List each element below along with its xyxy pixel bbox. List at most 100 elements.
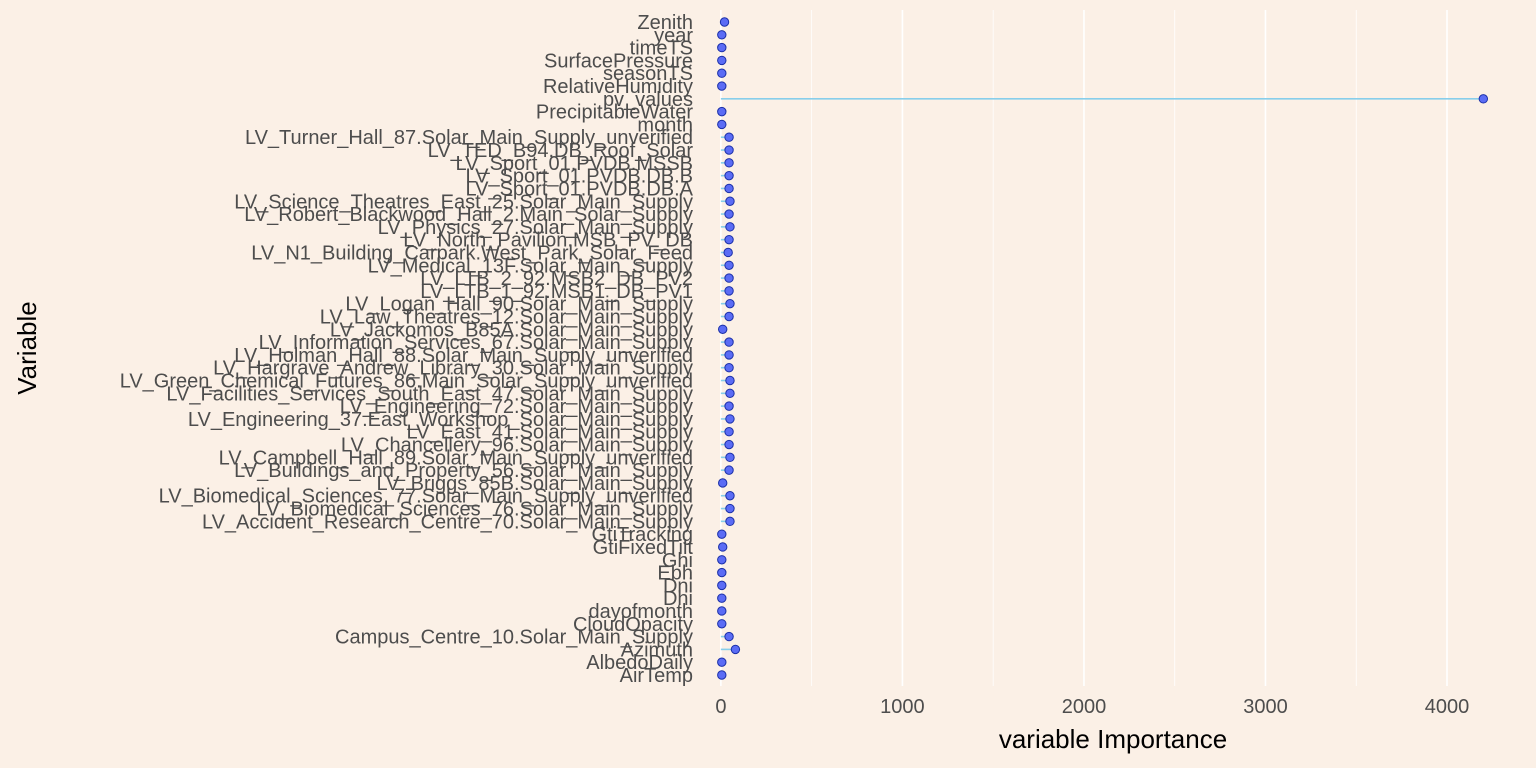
- y-tick-label-14: LV_Science_Theatres_East_25.Solar_Main_S…: [234, 191, 693, 213]
- point-33: [724, 439, 734, 450]
- point-27: [724, 363, 734, 373]
- y-tick-label-30: LV_Engineering_72.Solar_Main_Supply: [340, 396, 693, 418]
- y-tick-label-4: seasonTS: [603, 63, 693, 85]
- y-tick-label-6: pv_values: [603, 89, 693, 111]
- y-tick-label-0: Zenith: [637, 12, 693, 34]
- point-26: [724, 350, 734, 360]
- y-tick-label-27: LV_Hargrave_Andrew_Library_30.Solar_Main…: [213, 358, 693, 380]
- y-tick-label-16: LV_Physics_27.Solar_Main_Supply: [378, 217, 693, 239]
- y-tick-label-22: LV_Logan_Hall_90.Solar_Main_Supply: [345, 294, 693, 316]
- point-43: [717, 567, 727, 578]
- point-17: [724, 234, 734, 245]
- y-tick-label-13: LV_Sport_01.PVDB.DB.A: [465, 178, 693, 200]
- y-tick-label-11: LV_Sport_01.PVDB.MSSB: [455, 153, 693, 175]
- point-8: [717, 119, 727, 130]
- y-tick-label-26: LV_Holman_Hall_88.Solar_Main_Supply_unve…: [234, 345, 693, 367]
- point-19: [724, 260, 734, 270]
- point-32: [724, 427, 734, 437]
- point-48: [724, 631, 734, 642]
- point-38: [725, 503, 735, 514]
- point-34: [725, 452, 735, 463]
- point-51: [717, 670, 727, 680]
- y-tick-label-48: Campus_Centre_10.Solar_Main_Supply: [335, 627, 693, 649]
- y-tick-label-42: Ghi: [662, 550, 693, 572]
- point-35: [724, 465, 734, 475]
- point-44: [717, 580, 727, 591]
- point-6: [1478, 94, 1489, 104]
- point-0: [719, 17, 730, 27]
- x-tick-labels: 0 1000 2000 3000 4000: [715, 696, 1469, 718]
- point-9: [724, 132, 734, 142]
- y-tick-label-21: LV_LTB_1_92.MSB1_DB_PV1: [420, 281, 693, 303]
- x-axis-title: variable Importance: [999, 724, 1227, 754]
- y-tick-label-37: LV_Biomedical_Sciences_77.Solar_Main_Sup…: [159, 486, 693, 508]
- point-45: [717, 593, 727, 603]
- x-tick-label-4: 4000: [1425, 696, 1470, 718]
- point-25: [724, 337, 734, 347]
- y-tick-label-43: Ebh: [657, 563, 693, 585]
- y-tick-label-41: GtiFixedTilt: [593, 537, 694, 559]
- y-tick-label-51: AirTemp: [620, 665, 693, 687]
- point-3: [717, 55, 727, 66]
- point-12: [724, 170, 734, 181]
- y-tick-labels: ZenithyeartimeTSSurfacePressureseasonTSR…: [120, 12, 694, 687]
- y-tick-label-35: LV_Buildings_and_Property_56.Solar_Main_…: [234, 460, 693, 482]
- y-axis-title: Variable: [12, 301, 42, 394]
- point-2: [717, 42, 727, 53]
- point-5: [717, 81, 727, 91]
- point-47: [717, 619, 727, 629]
- y-tick-label-47: CloudOpacity: [573, 614, 693, 636]
- x-tick-label-3: 3000: [1243, 696, 1288, 718]
- point-16: [725, 222, 735, 232]
- point-20: [724, 273, 734, 283]
- y-tick-label-3: SurfacePressure: [544, 50, 693, 72]
- point-21: [724, 286, 734, 296]
- y-tick-label-45: Dhi: [663, 588, 693, 610]
- point-42: [717, 555, 727, 565]
- point-10: [724, 145, 734, 155]
- y-tick-label-28: LV_Green_Chemical_Futures_86.Main_Solar_…: [120, 371, 693, 393]
- point-22: [725, 298, 735, 309]
- y-tick-label-19: LV_Medical_13F.Solar_Main_Supply: [368, 255, 693, 277]
- point-28: [725, 375, 735, 386]
- point-18: [723, 247, 733, 258]
- point-4: [717, 68, 727, 78]
- point-15: [724, 209, 734, 219]
- y-tick-label-32: LV_East_41.Solar_Main_Supply: [407, 422, 693, 444]
- point-11: [724, 158, 734, 168]
- point-31: [725, 414, 735, 424]
- point-13: [724, 183, 734, 194]
- y-tick-label-33: LV_Chancellery_96.Solar_Main_Supply: [341, 435, 693, 457]
- point-24: [718, 324, 728, 334]
- y-tick-label-49: Azimuth: [621, 639, 693, 661]
- point-41: [718, 542, 728, 552]
- y-tick-label-34: LV_Campbell_Hall_89.Solar_Main_Supply_un…: [219, 447, 693, 469]
- y-tick-label-17: LV_North_Pavilion.MSB_PV_DB: [403, 230, 693, 252]
- lollipop-marks: [717, 17, 1489, 680]
- y-tick-label-39: LV_Accident_Research_Centre_70.Solar_Mai…: [202, 511, 693, 533]
- y-tick-label-1: year: [654, 25, 693, 47]
- y-tick-label-50: AlbedoDaily: [586, 652, 693, 674]
- y-tick-label-24: LV_Jackomos_B85A.Solar_Main_Supply: [330, 319, 693, 341]
- point-39: [725, 516, 735, 527]
- y-tick-label-29: LV_Facilities_Services_South_East_47.Sol…: [166, 383, 693, 405]
- point-49: [730, 644, 741, 655]
- x-tick-label-0: 0: [715, 696, 726, 718]
- point-30: [724, 401, 734, 411]
- point-46: [717, 606, 727, 616]
- y-tick-label-18: LV_N1_Building_Carpark.West_Park_Solar_F…: [251, 242, 693, 264]
- x-tick-label-1: 1000: [880, 696, 925, 718]
- y-tick-label-38: LV_Biomedical_Sciences_76.Solar_Main_Sup…: [256, 499, 693, 521]
- point-29: [725, 388, 735, 399]
- y-tick-label-15: LV_Robert_Blackwood_Hall_2.Main_Solar_Su…: [244, 204, 693, 226]
- y-tick-label-2: timeTS: [630, 38, 693, 60]
- y-tick-label-9: LV_Turner_Hall_87.Solar_Main_Supply_unve…: [245, 127, 693, 149]
- y-tick-label-36: LV_Briggs_85B.Solar_Main_Supply: [377, 473, 694, 495]
- y-tick-label-23: LV_Law_Theatres_12.Solar_Main_Supply: [320, 306, 693, 328]
- y-tick-label-8: month: [637, 114, 693, 136]
- point-14: [725, 196, 735, 206]
- y-tick-label-5: RelativeHumidity: [543, 76, 693, 98]
- y-tick-label-7: PrecipitableWater: [536, 102, 693, 124]
